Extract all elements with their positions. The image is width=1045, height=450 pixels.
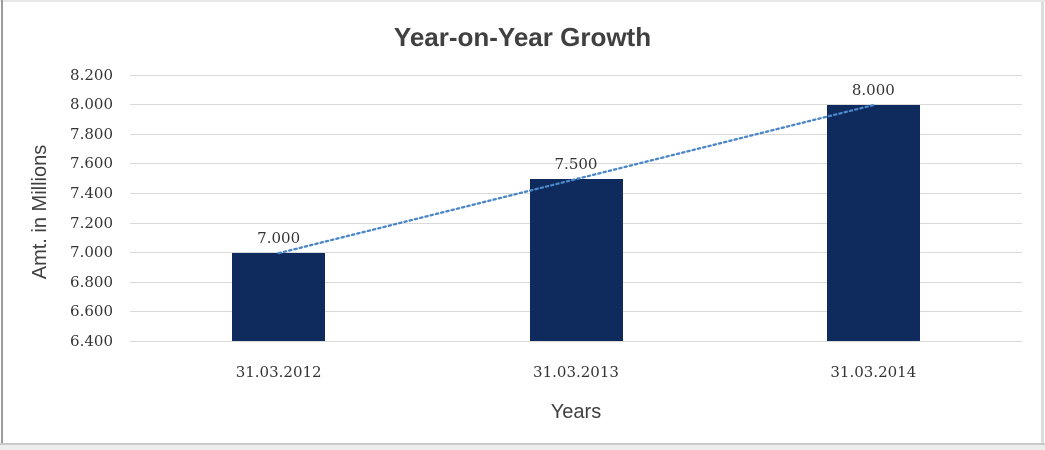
window-border-left: [1, 0, 3, 444]
bar: [232, 252, 326, 342]
y-tick-label: 7.600: [70, 154, 113, 173]
chart-title: Year-on-Year Growth: [393, 22, 652, 52]
x-tick-label: 31.03.2013: [533, 363, 619, 381]
y-tick-label: 7.200: [70, 213, 113, 232]
bar-value-label: 8.000: [851, 80, 895, 99]
y-tick-label: 6.800: [70, 272, 113, 291]
x-tick-label: 31.03.2014: [830, 363, 917, 381]
x-tick-label: 31.03.2012: [235, 363, 322, 381]
x-axis-title: Years: [550, 401, 602, 423]
bar: [529, 178, 623, 342]
window-border-bottom: [0, 443, 1045, 445]
bar-value-label: 7.500: [554, 154, 598, 173]
y-tick-label: 7.800: [70, 124, 113, 143]
bar: [826, 104, 920, 342]
gridline: [130, 341, 1022, 342]
y-tick-label: 7.400: [70, 183, 113, 202]
window-border-bottom-strip: [0, 445, 1045, 450]
window-border-right: [1041, 2, 1044, 443]
y-tick-label: 7.000: [70, 243, 113, 262]
y-tick-label: 8.200: [70, 65, 113, 84]
y-tick-label: 6.400: [70, 332, 113, 350]
window-border-top: [0, 0, 1045, 2]
gridline: [130, 74, 1022, 76]
y-tick-label: 6.600: [70, 302, 113, 321]
y-tick-label: 8.000: [70, 95, 113, 114]
bar-value-label: 7.000: [257, 228, 301, 247]
